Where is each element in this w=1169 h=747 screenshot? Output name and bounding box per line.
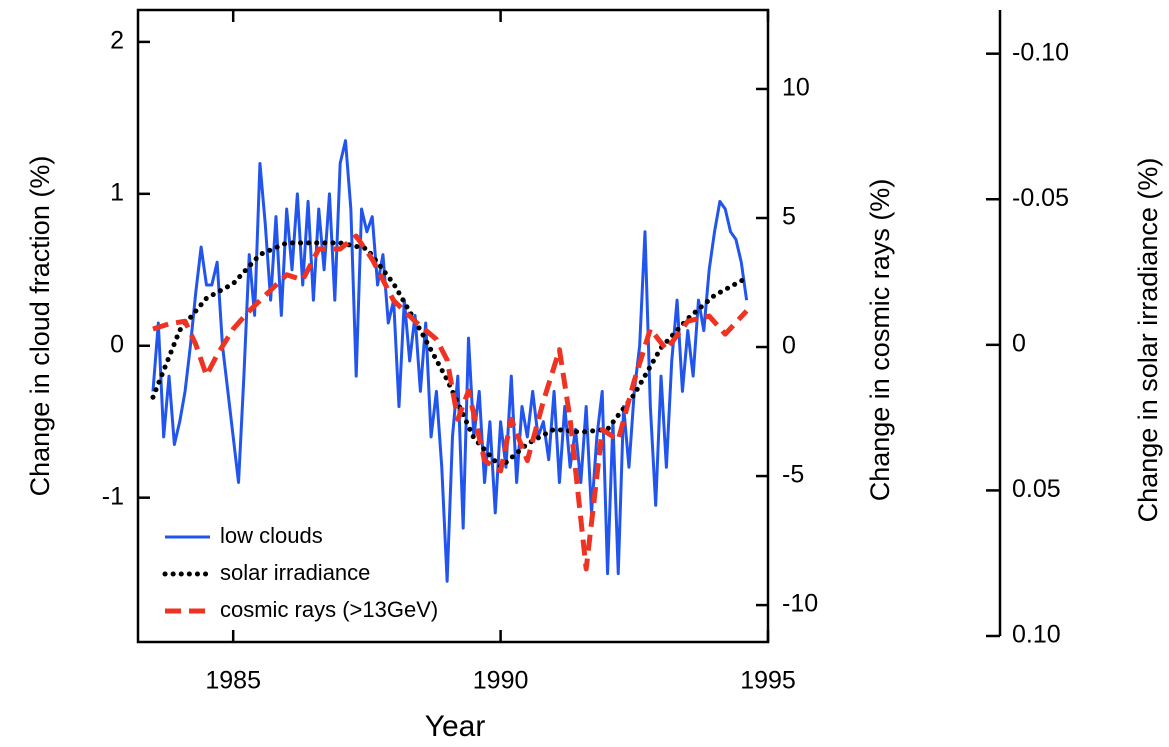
y3-tick-label: 0.05: [1012, 475, 1061, 503]
series-line: [152, 233, 749, 572]
plot-area: [150, 139, 750, 583]
y2-tick-label: 10: [782, 74, 810, 102]
y2-tick-label: -10: [782, 590, 818, 618]
series-line: [151, 139, 749, 583]
y-tick-label: 2: [110, 27, 124, 55]
y-tick-label: 0: [110, 330, 124, 358]
legend-label: solar irradiance: [220, 560, 370, 585]
x-tick-label: 1995: [740, 667, 796, 695]
y2-tick-label: 0: [782, 332, 796, 360]
y-tick-label: -1: [102, 482, 124, 510]
y2-tick-label: 5: [782, 203, 796, 231]
y3-axis-title: Change in solar irradiance (%): [1133, 158, 1163, 523]
x-axis-title: Year: [425, 710, 486, 743]
y3-tick-label: 0: [1012, 329, 1026, 357]
plot-frame: [136, 8, 770, 644]
x-tick-label: 1990: [473, 667, 529, 695]
legend-label: cosmic rays (>13GeV): [220, 597, 438, 622]
y2-tick-label: -5: [782, 461, 804, 489]
y3-tick-label: 0.10: [1012, 621, 1061, 649]
y-axis-title: Change in cloud fraction (%): [25, 156, 55, 497]
x-tick-label: 1985: [205, 667, 261, 695]
y-tick-label: 1: [110, 178, 124, 206]
y3-tick-label: -0.10: [1012, 38, 1069, 66]
y2-axis-title: Change in cosmic rays (%): [865, 179, 895, 502]
y3-tick-label: -0.05: [1012, 184, 1069, 212]
series-line: [150, 240, 750, 470]
legend-label: low clouds: [220, 523, 323, 548]
